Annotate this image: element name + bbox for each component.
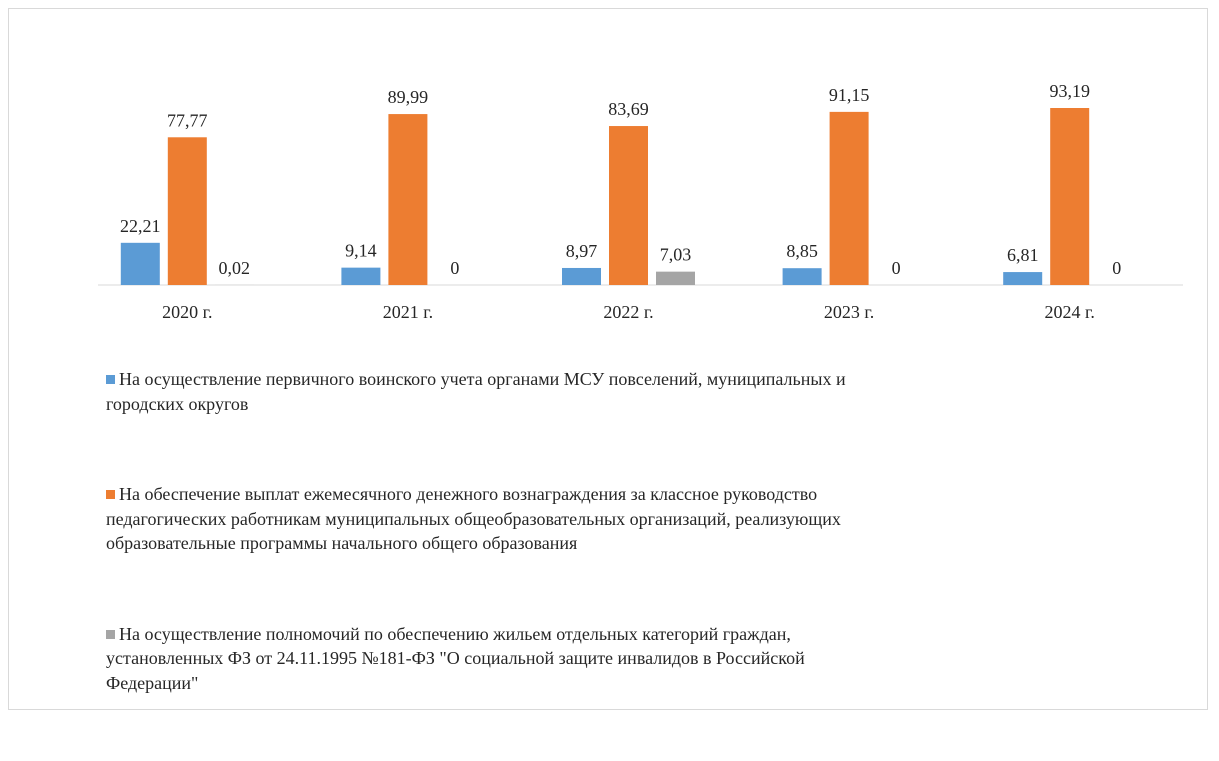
legend-label: На осуществление первичного воинского уч… [106, 369, 846, 414]
bar [121, 243, 160, 285]
page: 2020 г. 22,21 77,77 0,02 2021 г. 9,14 89,99 0 20… [0, 0, 1219, 720]
x-tick-label: 2022 г. [603, 302, 653, 322]
data-label: 22,21 [120, 216, 161, 236]
data-label: 0 [1112, 258, 1121, 278]
data-label: 7,03 [660, 245, 692, 265]
x-tick-label: 2024 г. [1045, 302, 1095, 322]
legend-item: На осуществление первичного воинского уч… [106, 367, 896, 416]
data-label: 83,69 [608, 99, 649, 119]
x-tick-label: 2023 г. [824, 302, 874, 322]
bar [609, 126, 648, 285]
data-label: 6,81 [1007, 245, 1039, 265]
bar [783, 268, 822, 285]
x-tick-label: 2021 г. [383, 302, 433, 322]
data-label: 8,85 [786, 241, 818, 261]
data-label: 0,02 [219, 258, 251, 278]
x-tick-label: 2020 г. [162, 302, 212, 322]
legend-label: На осуществление полномочий по обеспечен… [106, 624, 805, 693]
data-label: 0 [892, 258, 901, 278]
bar [388, 114, 427, 285]
data-label: 9,14 [345, 241, 377, 261]
data-label: 93,19 [1049, 81, 1090, 101]
bar [341, 268, 380, 285]
legend-item: На осуществление полномочий по обеспечен… [106, 622, 896, 696]
legend-swatch [106, 630, 115, 639]
bar [1050, 108, 1089, 285]
bar [830, 112, 869, 285]
data-label: 91,15 [829, 85, 870, 105]
bar [656, 272, 695, 285]
legend-item: На обеспечение выплат ежемесячного денеж… [106, 482, 896, 556]
data-label: 89,99 [388, 87, 429, 107]
legend: На осуществление первичного воинского уч… [106, 367, 896, 761]
data-label: 8,97 [566, 241, 598, 261]
bar [562, 268, 601, 285]
legend-swatch [106, 490, 115, 499]
bar [168, 137, 207, 285]
legend-swatch [106, 375, 115, 384]
data-label: 0 [450, 258, 459, 278]
legend-label: На обеспечение выплат ежемесячного денеж… [106, 484, 841, 553]
data-label: 77,77 [167, 110, 208, 130]
bar [1003, 272, 1042, 285]
